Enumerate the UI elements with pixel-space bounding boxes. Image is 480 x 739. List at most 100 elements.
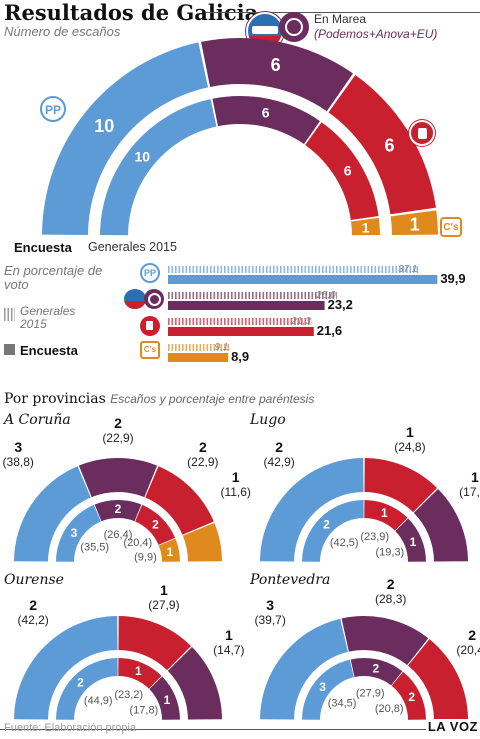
prov-5-survey-arc-0 (260, 618, 348, 720)
prov-5-previous-seat-label-1: 2 (372, 662, 379, 676)
prov-5-survey-arc-2 (408, 639, 468, 720)
prov-2-survey-seats-0: 3 (14, 439, 22, 455)
prov-5-survey-seats-0: 3 (266, 597, 274, 613)
prov-4-previous-pct-0: (44,9) (84, 695, 113, 707)
legend-previous: Generales 2015 (20, 304, 76, 331)
prov-2-previous-pct-3: (9,9) (134, 552, 157, 564)
prov-4-survey-seats-0: 2 (29, 597, 37, 613)
survey-arc-2 (328, 75, 436, 215)
prov-3-survey-arc-2 (413, 488, 468, 562)
previous-arc-0 (100, 99, 217, 236)
prov-3-survey-seats-1: 1 (406, 424, 414, 440)
prov-5-survey-pct-2: (20,4) (456, 643, 480, 657)
prov-5-survey-seats-2: 2 (468, 627, 476, 643)
bar-previous-0 (168, 266, 419, 273)
prov-5-previous-pct-0: (34,5) (328, 698, 357, 710)
legend-en-marea-sub: (Podemos+Anova+EU) (314, 27, 438, 41)
bar-previous-1 (168, 292, 337, 299)
prov-5-survey-pct-1: (28,3) (375, 592, 406, 606)
prov-4-previous-seat-label-2: 1 (164, 693, 171, 707)
prov-4-survey-seats-1: 1 (160, 582, 168, 598)
prov-2-survey-seats-1: 2 (114, 415, 122, 431)
prov-5-previous-seat-label-2: 2 (408, 690, 415, 704)
prov-2-previous-pct-0: (35,5) (80, 541, 109, 553)
survey-seat-label-3: 1 (410, 214, 420, 234)
prov-4-survey-pct-1: (27,9) (148, 598, 179, 612)
source-note: Fuente: Elaboración propia (4, 722, 137, 734)
prov-2-survey-pct-3: (11,6) (220, 485, 250, 499)
prov-3-survey-pct-0: (42,9) (263, 455, 294, 469)
prov-3-previous-arc-0 (302, 500, 364, 562)
prov-3-survey-seats-2: 1 (471, 469, 479, 485)
prov-5-previous-seat-label-0: 3 (319, 680, 326, 694)
previous-arc-3 (351, 217, 380, 236)
prov-3-survey-arc-1 (364, 458, 438, 513)
bar-previous-value-0: 37,1 (398, 264, 417, 275)
prov-3-previous-arc-2 (395, 518, 426, 562)
prov-5-previous-pct-1: (27,9) (356, 688, 385, 700)
bar-survey-0 (168, 275, 438, 284)
prov-2-survey-pct-1: (22,9) (102, 431, 133, 445)
prov-2-previous-arc-3 (158, 538, 180, 562)
prov-2-previous-pct-1: (26,4) (104, 529, 133, 541)
legend-en-marea-label: En Marea (314, 12, 367, 26)
bar-previous-value-1: 25,0 (315, 290, 336, 301)
province-name-a-coruna: A Coruña (4, 412, 75, 428)
prov-2-previous-arc-0 (56, 504, 101, 562)
prov-4-survey-pct-2: (14,7) (213, 643, 244, 657)
survey-seat-label-0: 10 (94, 116, 114, 136)
provinces-title-text: Por provincias (4, 391, 106, 407)
chart-subtitle: Número de escaños (4, 24, 121, 39)
prov-2-previous-seat-label-0: 3 (71, 526, 78, 540)
prov-3-survey-pct-1: (24,8) (394, 440, 425, 454)
prov-2-previous-seat-label-2: 2 (152, 518, 159, 532)
bar-survey-2 (168, 327, 314, 336)
pp-logo-icon: PP (40, 96, 66, 122)
previous-arc-label: Generales 2015 (88, 240, 177, 254)
title-rule (206, 12, 480, 13)
prov-4-previous-arc-2 (149, 676, 180, 720)
province-name-pontevedra: Pontevedra (250, 572, 335, 588)
prov-3-previous-pct-1: (23,9) (360, 531, 389, 543)
provinces-title: Por provincias Escaños y porcentaje entr… (4, 391, 314, 407)
survey-arc-0 (42, 42, 209, 235)
prov-3-survey-seats-0: 2 (275, 439, 283, 455)
prov-2-previous-seat-label-3: 1 (167, 545, 174, 559)
psoe-logo-icon (409, 120, 435, 146)
prov-5-previous-arc-2 (391, 671, 426, 720)
prov-2-previous-seat-label-1: 2 (115, 502, 122, 516)
prov-3-previous-seat-label-1: 1 (381, 506, 388, 520)
prov-5-previous-arc-0 (302, 659, 354, 720)
prov-2-survey-arc-2 (145, 466, 214, 535)
survey-arc-1 (201, 38, 354, 112)
prov-2-survey-pct-2: (22,9) (187, 455, 218, 469)
prov-5-survey-seats-1: 2 (387, 576, 395, 592)
pct-title: En porcentaje de voto (4, 263, 103, 292)
prov-4-survey-arc-1 (118, 616, 192, 671)
previous-seat-label-1: 6 (262, 105, 270, 121)
survey-arc-label: Encuesta (14, 240, 72, 255)
prov-2-previous-arc-2 (135, 504, 176, 545)
previous-arc-2 (305, 122, 379, 220)
survey-seat-label-1: 6 (271, 55, 281, 75)
prov-5-survey-pct-0: (39,7) (255, 613, 286, 627)
prov-4-survey-arc-0 (14, 616, 118, 720)
previous-arc-1 (212, 96, 320, 145)
cs-logo-icon: C's (440, 217, 462, 237)
previous-seat-label-0: 10 (134, 148, 150, 164)
prov-5-previous-arc-1 (350, 658, 403, 686)
podemos-circle-icon (144, 289, 164, 309)
podemos-circle-icon (279, 12, 309, 42)
prov-2-survey-arc-3 (182, 522, 222, 562)
prov-3-survey-pct-2: (17,2) (459, 485, 480, 499)
legend-solid-swatch (4, 344, 15, 355)
bar-survey-value-1: 23,2 (328, 297, 353, 312)
bar-previous-3 (168, 344, 230, 351)
prov-2-survey-seats-3: 1 (232, 469, 240, 485)
provinces-subtitle: Escaños y porcentaje entre paréntesis (110, 392, 315, 406)
prov-2-previous-pct-2: (20,4) (123, 537, 152, 549)
prov-3-previous-pct-0: (42,5) (330, 537, 359, 549)
prov-4-previous-seat-label-0: 2 (77, 676, 84, 690)
footer-rule (0, 729, 480, 730)
bar-previous-2 (168, 318, 312, 325)
